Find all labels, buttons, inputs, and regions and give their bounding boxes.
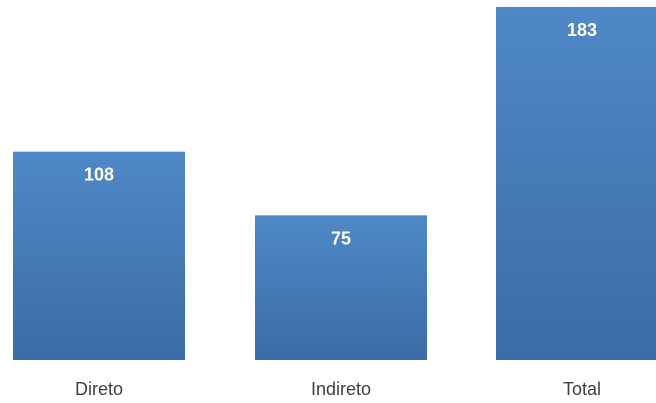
value-label-direto: 108 xyxy=(84,165,114,185)
category-label-total: Total xyxy=(563,379,601,399)
value-label-total: 183 xyxy=(567,20,597,40)
bar-group-total: 183 Total xyxy=(496,7,656,399)
bar-direto xyxy=(13,151,185,360)
category-label-indireto: Indireto xyxy=(311,379,371,399)
bar-indireto xyxy=(255,215,427,360)
bar-total xyxy=(496,7,656,360)
category-label-direto: Direto xyxy=(75,379,123,399)
value-label-indireto: 75 xyxy=(331,228,351,248)
plot-area: 108 Direto 75 Indireto 183 Total xyxy=(13,7,656,399)
bar-group-indireto: 75 Indireto xyxy=(255,215,427,399)
bar-group-direto: 108 Direto xyxy=(13,151,185,399)
